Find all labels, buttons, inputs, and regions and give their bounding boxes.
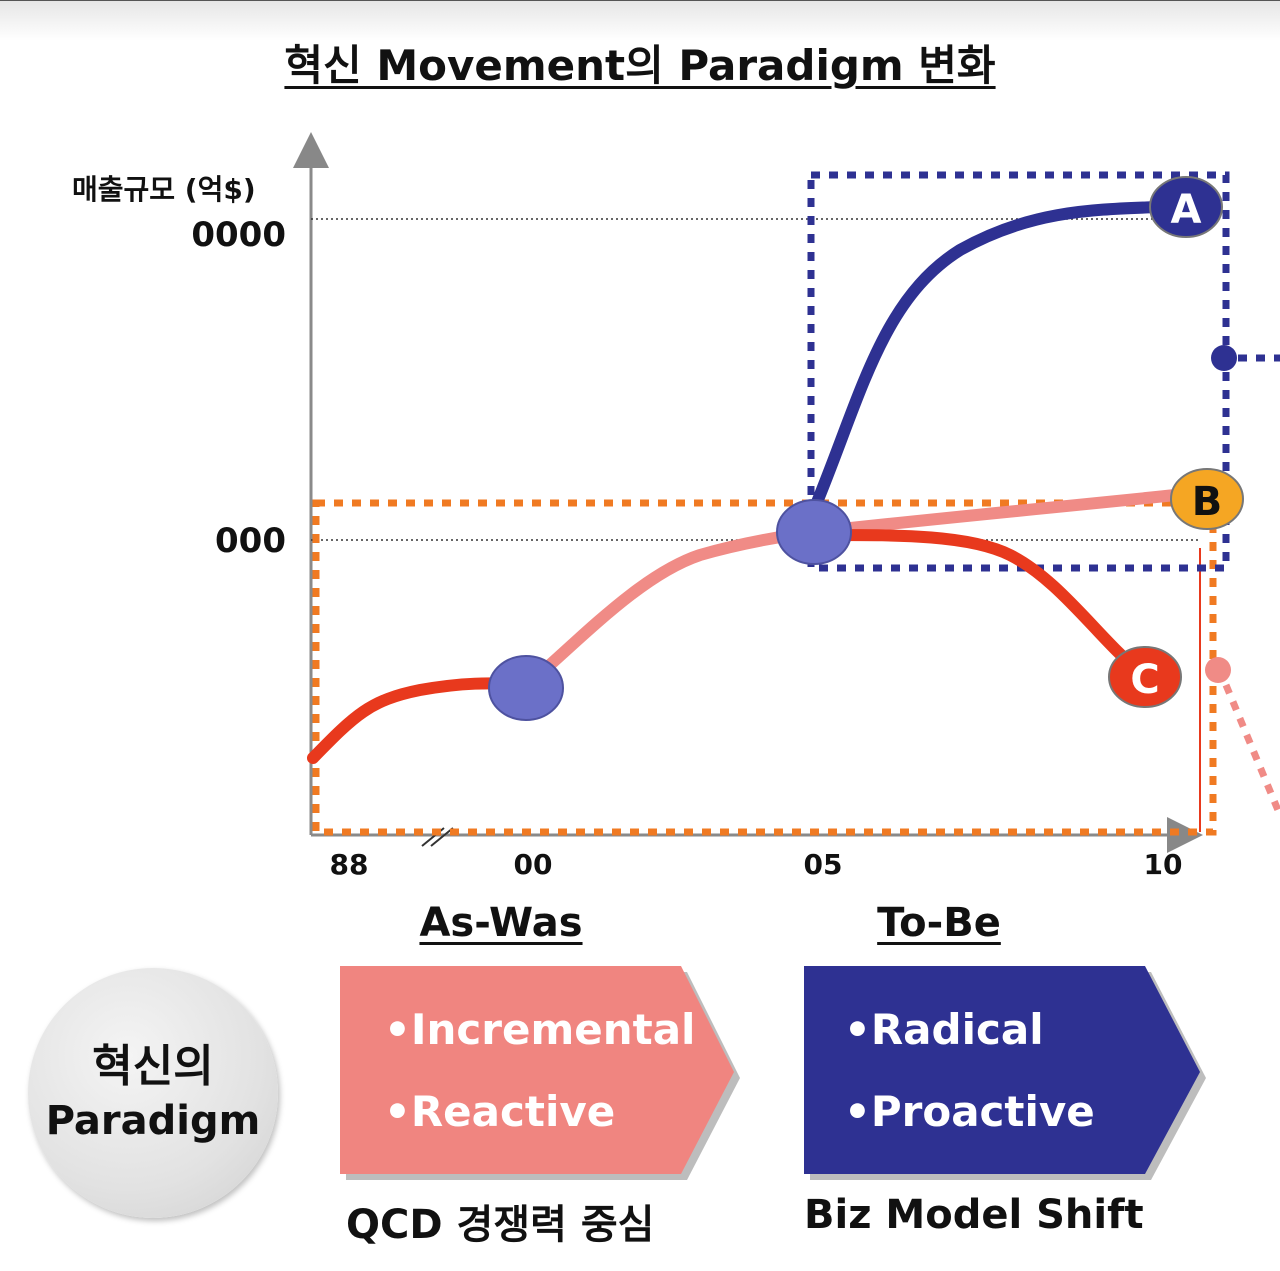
marker-c: C [1108, 646, 1182, 708]
node-2000 [488, 655, 564, 721]
node-2005 [776, 499, 852, 565]
connector-dot-pink [1205, 657, 1231, 683]
to-be-item-radical: •Radical [844, 1005, 1044, 1054]
as-was-heading: As-Was [419, 900, 583, 946]
marker-c-label: C [1130, 657, 1159, 703]
axis-break-2 [430, 827, 454, 847]
as-was-box: •Incremental •Reactive [340, 968, 700, 1174]
to-be-item-proactive: •Proactive [844, 1087, 1095, 1136]
to-be-box: •Radical •Proactive [800, 968, 1160, 1174]
paradigm-label-line2: Paradigm [45, 1098, 261, 1144]
x-tick-88: 88 [329, 848, 369, 881]
as-was-item-incremental: •Incremental [384, 1005, 696, 1054]
x-tick-10: 10 [1143, 848, 1183, 881]
top-band [0, 0, 1280, 41]
to-be-region-box [807, 171, 1230, 572]
to-be-caption: Biz Model Shift [804, 1192, 1144, 1238]
as-was-caption: QCD 경쟁력 중심 [346, 1202, 655, 1248]
slide-title-text: 혁신 Movement의 Paradigm 변화 [284, 41, 996, 90]
to-be-heading: To-Be [877, 900, 1001, 946]
connector-line-pink [1222, 683, 1280, 817]
y-tick-top: 0000 [191, 215, 286, 255]
connector-dot-blue [1211, 345, 1237, 371]
y-tick-mid: 000 [215, 521, 286, 561]
paradigm-label-line1: 혁신의 [92, 1041, 214, 1092]
as-was-item-reactive: •Reactive [384, 1087, 616, 1136]
marker-a: A [1149, 176, 1223, 238]
marker-b: B [1170, 468, 1244, 530]
curve-red-late [824, 529, 1146, 678]
as-was-region-box [312, 499, 1217, 836]
x-tick-05: 05 [803, 848, 843, 881]
curve-blue [807, 200, 1186, 518]
x-tick-00: 00 [513, 848, 553, 881]
y-axis-label: 매출규모 (억$) [72, 173, 256, 206]
slide-title: 혁신 Movement의 Paradigm 변화 [0, 32, 1280, 93]
paradigm-circle: 혁신의 Paradigm [28, 968, 278, 1218]
curve-pink [520, 486, 1211, 692]
paradigm-chart: A B C [293, 132, 1280, 853]
marker-a-label: A [1171, 187, 1202, 233]
marker-b-label: B [1192, 479, 1223, 525]
